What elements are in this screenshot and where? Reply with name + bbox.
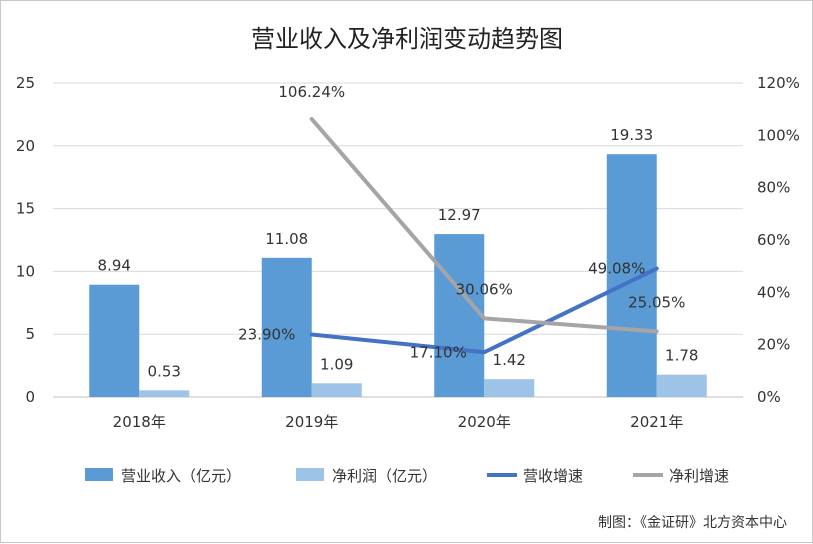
legend-label: 营业收入（亿元） [121, 467, 241, 485]
revenue-growth-label: 17.10% [410, 343, 467, 361]
x-category-label: 2018年 [113, 413, 166, 431]
line-series [309, 117, 659, 355]
y-right-tick-label: 120% [757, 74, 800, 92]
legend-label: 净利增速 [669, 467, 729, 485]
bar-series [89, 154, 707, 397]
net-profit-bar-label: 1.09 [320, 355, 353, 373]
net-profit-growth-label: 25.05% [628, 293, 685, 311]
legend-label: 营收增速 [523, 467, 583, 485]
net-profit-bar [656, 374, 707, 397]
revenue-bar [606, 154, 657, 397]
net-profit-bar [484, 379, 535, 397]
y-right-tick-label: 40% [757, 283, 790, 301]
net-profit-bar [311, 383, 362, 397]
net-profit-growth-label: 30.06% [456, 280, 513, 298]
net-profit-bar-label: 1.42 [493, 351, 526, 369]
y-axis-right: 0% 20% 40% 60% 80% 100% 120% [757, 74, 800, 406]
revenue-bar [89, 284, 140, 397]
net-profit-bar [139, 390, 190, 397]
y-right-tick-label: 100% [757, 126, 800, 144]
x-axis: 2018年 2019年 2020年 2021年 [113, 413, 684, 431]
y-left-tick-label: 25 [16, 74, 35, 92]
y-right-tick-label: 80% [757, 179, 790, 197]
x-category-label: 2021年 [630, 413, 683, 431]
net-profit-bar-label: 1.78 [665, 347, 698, 365]
revenue-bar-label: 8.94 [98, 257, 131, 275]
y-left-tick-label: 15 [16, 200, 35, 218]
chart-title: 营业收入及净利润变动趋势图 [251, 25, 563, 53]
revenue-bar-label: 11.08 [265, 230, 308, 248]
revenue-bar-label: 19.33 [610, 126, 653, 144]
legend: 营业收入（亿元） 净利润（亿元） 营收增速 净利增速 [85, 467, 729, 485]
x-category-label: 2020年 [458, 413, 511, 431]
revenue-bar [434, 234, 485, 397]
y-left-tick-label: 5 [25, 325, 35, 343]
y-right-tick-label: 0% [757, 388, 781, 406]
y-right-tick-label: 60% [757, 231, 790, 249]
revenue-growth-label: 49.08% [588, 260, 645, 278]
y-right-tick-label: 20% [757, 336, 790, 354]
legend-swatch [85, 468, 113, 481]
revenue-growth-line [309, 266, 659, 355]
revenue-bar-label: 12.97 [438, 206, 481, 224]
revenue-growth-label: 23.90% [238, 325, 295, 343]
net-profit-bar-label: 0.53 [148, 362, 181, 380]
credit-text: 制图：《金证研》北方资本中心 [598, 515, 787, 531]
revenue-bar [261, 257, 312, 397]
net-profit-growth-line [309, 117, 659, 334]
y-left-tick-label: 10 [16, 262, 35, 280]
legend-label: 净利润（亿元） [332, 467, 437, 485]
y-axis-left: 0 5 10 15 20 25 [16, 74, 35, 406]
y-left-tick-label: 20 [16, 137, 35, 155]
net-profit-growth-label: 106.24% [278, 83, 345, 101]
legend-swatch [296, 468, 324, 481]
y-left-tick-label: 0 [25, 388, 35, 406]
data-labels: 8.94 11.08 12.97 19.33 0.53 1.09 1.42 1.78 23.90… [98, 83, 699, 380]
x-category-label: 2019年 [285, 413, 338, 431]
